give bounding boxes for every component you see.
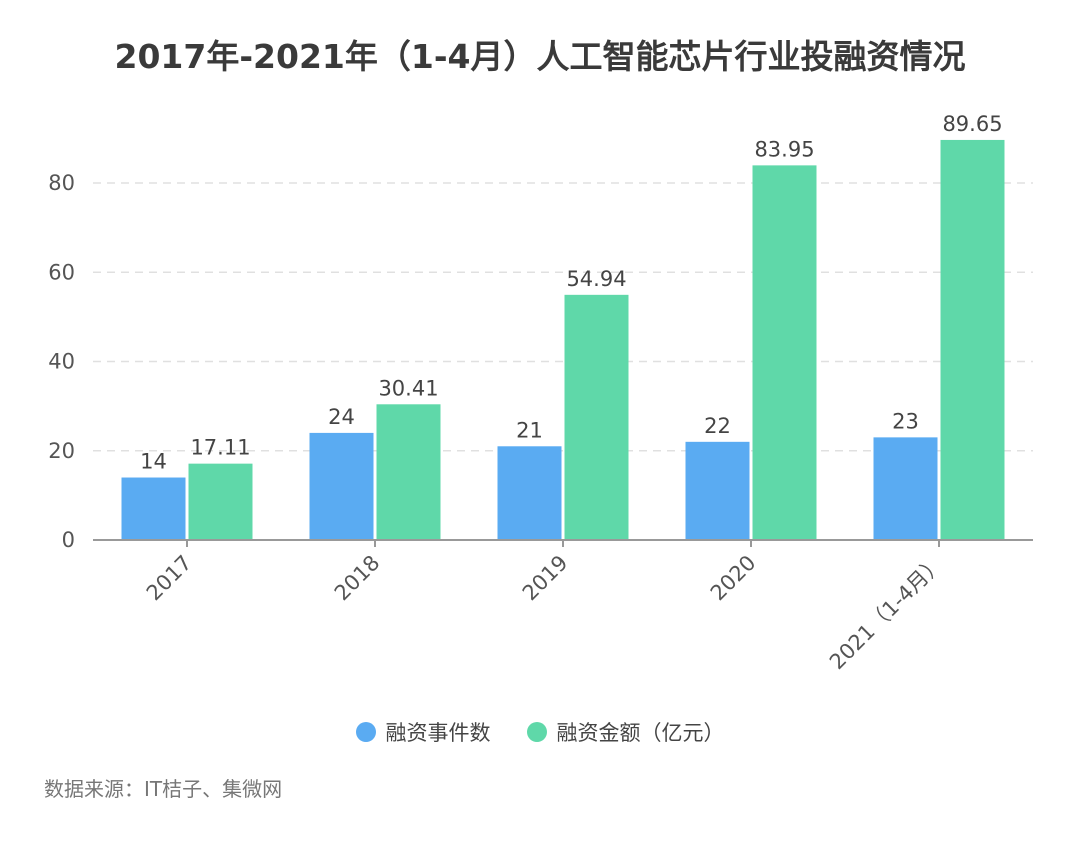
- bar-series2-1: [376, 404, 441, 540]
- legend-swatch-series2: [526, 722, 547, 742]
- bars: [121, 139, 1005, 541]
- y-tick-label-20: 20: [48, 439, 75, 463]
- chart-title: 2017年-2021年（1-4月）人工智能芯片行业投融资情况: [114, 37, 966, 76]
- data-label-series2-2: 54.94: [566, 267, 626, 291]
- bar-chart: 14 17.11 24 30.41 21 54.94 22 83.95 23 89.65 0 20 4…: [48, 112, 1033, 675]
- y-tick-label-80: 80: [48, 171, 75, 195]
- bar-series1-1: [309, 432, 374, 540]
- data-labels: 14 17.11 24 30.41 21 54.94 22 83.95 23 89.65: [140, 112, 1002, 474]
- data-label-series2-1: 30.41: [378, 376, 438, 400]
- bar-series2-4: [940, 139, 1005, 540]
- bar-series1-3: [685, 441, 750, 540]
- x-tick-label-2: 2019: [518, 551, 573, 606]
- legend-swatch-series1: [355, 722, 376, 742]
- bar-series1-0: [121, 477, 186, 540]
- x-tick-label-4: 2021（1-4月）: [825, 551, 949, 675]
- y-tick-label-60: 60: [48, 260, 75, 284]
- data-label-series1-4: 23: [892, 409, 919, 433]
- x-tick-label-0: 2017: [142, 551, 197, 606]
- grid-lines: [93, 182, 1033, 452]
- legend-label-series2: 融资金额（亿元）: [556, 721, 725, 745]
- source-note: 数据来源：IT桔子、集微网: [44, 777, 283, 801]
- y-tick-label-40: 40: [48, 350, 75, 374]
- data-label-series1-0: 14: [140, 450, 167, 474]
- x-tick-label-3: 2020: [706, 551, 761, 606]
- x-tick-label-1: 2018: [330, 551, 385, 606]
- y-tick-label-0: 0: [62, 528, 75, 552]
- data-label-series1-3: 22: [704, 414, 731, 438]
- bar-series1-4: [873, 437, 938, 540]
- bar-series2-0: [188, 463, 253, 540]
- legend: 融资事件数 融资金额（亿元）: [0, 717, 1080, 747]
- data-label-series1-1: 24: [328, 405, 355, 429]
- data-label-series2-0: 17.11: [190, 436, 250, 460]
- data-label-series1-2: 21: [516, 418, 543, 442]
- bar-series2-3: [752, 165, 817, 541]
- legend-label-series1: 融资事件数: [385, 721, 491, 745]
- legend-item-series1[interactable]: 融资事件数: [355, 717, 491, 747]
- legend-item-series2[interactable]: 融资金额（亿元）: [526, 717, 725, 747]
- bar-series2-2: [564, 294, 629, 540]
- data-label-series2-4: 89.65: [942, 112, 1002, 136]
- data-label-series2-3: 83.95: [754, 137, 814, 161]
- bar-series1-2: [497, 446, 562, 540]
